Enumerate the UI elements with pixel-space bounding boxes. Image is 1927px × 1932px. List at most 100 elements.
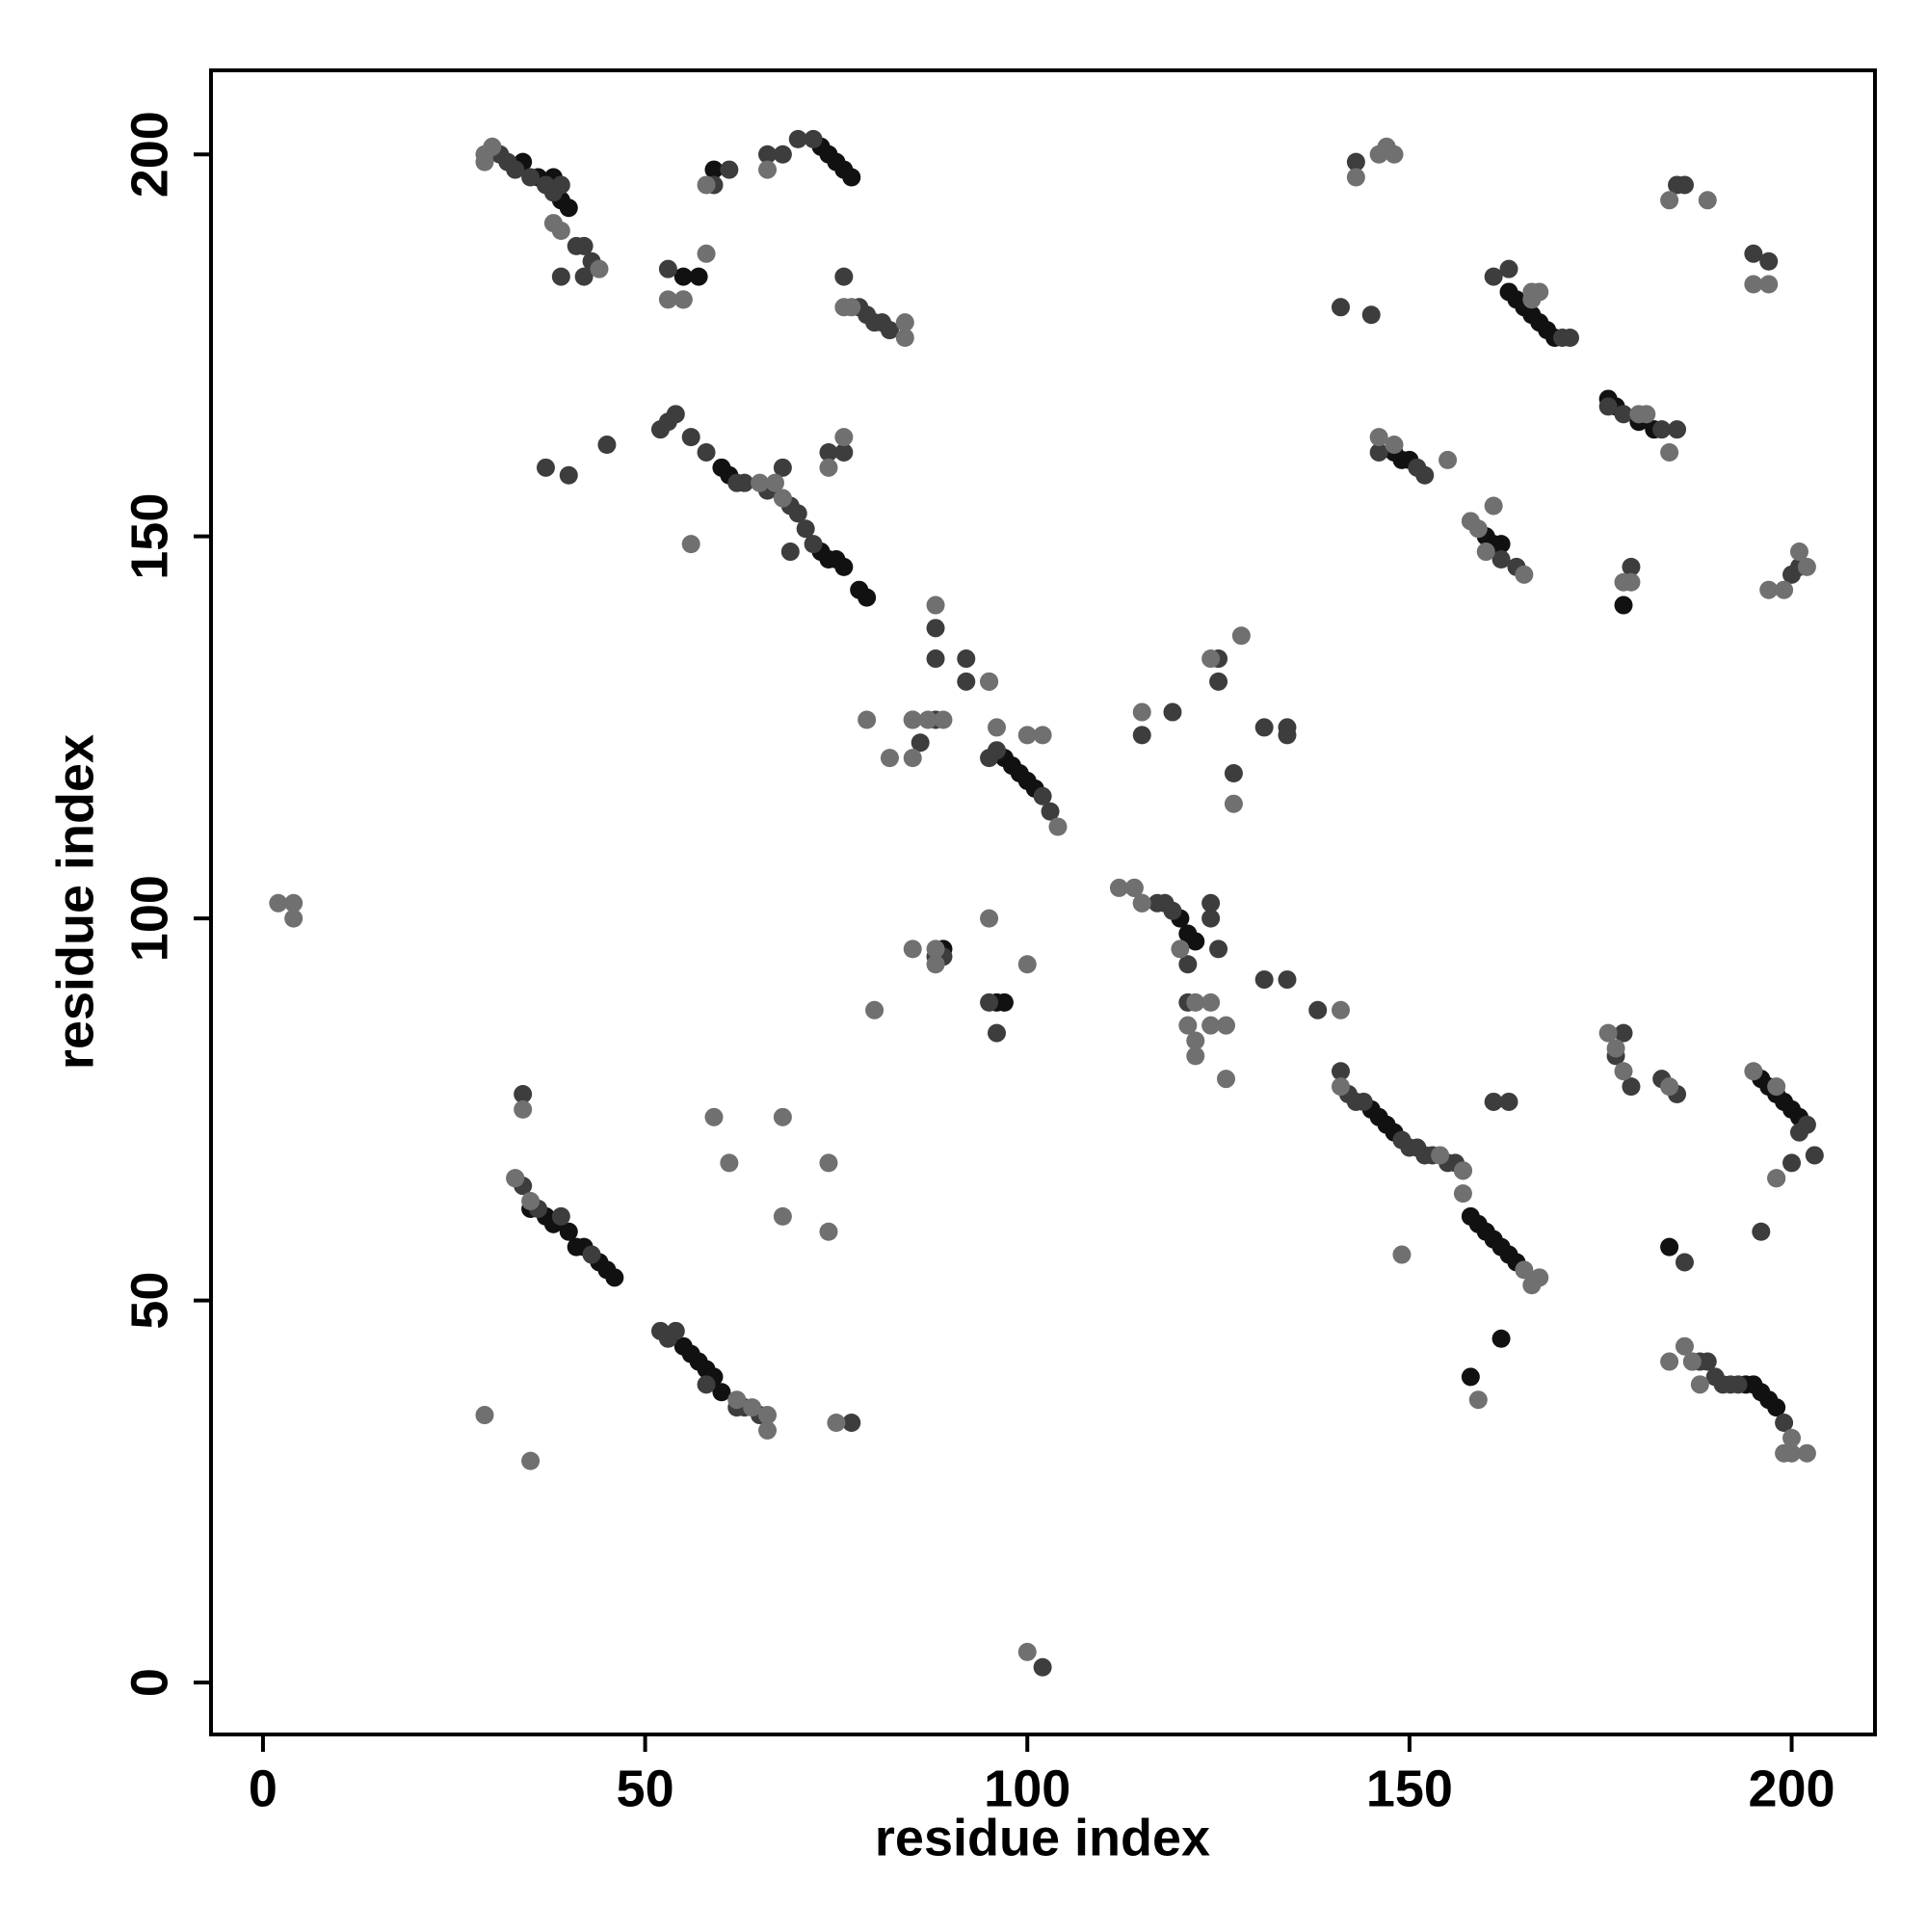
point (1453, 1161, 1472, 1180)
point (895, 329, 914, 348)
point (957, 649, 976, 669)
point (658, 290, 677, 309)
point (804, 129, 823, 148)
point (926, 955, 945, 974)
point (1132, 726, 1151, 745)
point (1132, 702, 1151, 722)
point (1797, 1443, 1816, 1463)
point (1744, 244, 1763, 263)
point (1660, 1077, 1679, 1097)
point (1744, 1062, 1763, 1081)
point (1782, 1153, 1802, 1173)
point (506, 160, 525, 179)
point (1017, 1642, 1037, 1661)
point (758, 160, 778, 179)
point (1201, 992, 1221, 1012)
point (1331, 298, 1350, 317)
point (1468, 1390, 1488, 1410)
point (559, 1222, 578, 1241)
point (1415, 465, 1435, 485)
point (1515, 565, 1534, 584)
point (284, 909, 304, 928)
point (751, 473, 770, 492)
point (1484, 267, 1503, 286)
y-tick-label: 100 (120, 875, 178, 962)
point (1614, 572, 1633, 592)
point (858, 588, 877, 607)
point (819, 1222, 838, 1241)
point (1385, 145, 1404, 164)
point (1698, 1352, 1717, 1371)
point (1369, 442, 1388, 462)
point (988, 741, 1007, 760)
point (720, 160, 739, 179)
point (1484, 1092, 1503, 1111)
point (605, 1268, 624, 1287)
point (819, 1153, 838, 1173)
point (1254, 718, 1274, 737)
point (842, 298, 861, 317)
point (1690, 1375, 1709, 1394)
point (658, 259, 677, 278)
point (1354, 1092, 1373, 1111)
point (1017, 955, 1037, 974)
point (1767, 1169, 1786, 1188)
point (1048, 817, 1068, 836)
point (269, 893, 288, 913)
point (1468, 519, 1488, 539)
point (934, 710, 953, 729)
point (1789, 543, 1808, 562)
point (1453, 1184, 1472, 1204)
point (1186, 1031, 1205, 1050)
point (1201, 893, 1221, 913)
point (1491, 1329, 1511, 1348)
point (1491, 549, 1511, 569)
point (1775, 580, 1794, 599)
point (758, 145, 778, 164)
point (1186, 992, 1205, 1012)
y-tick-label: 0 (120, 1668, 178, 1697)
point (834, 267, 854, 286)
point (880, 749, 899, 768)
point (1759, 580, 1779, 599)
point (1660, 1237, 1679, 1257)
point (284, 893, 304, 913)
point (903, 749, 922, 768)
point (1201, 909, 1221, 928)
point (957, 672, 976, 691)
x-tick-label: 150 (1366, 1760, 1453, 1817)
point (1201, 649, 1221, 669)
point (1331, 1062, 1350, 1081)
x-tick-label: 200 (1748, 1760, 1835, 1817)
point (1132, 893, 1151, 913)
point (903, 710, 922, 729)
point (1515, 1260, 1534, 1280)
point (1789, 1123, 1808, 1142)
point (1385, 436, 1404, 455)
point (551, 175, 570, 195)
point (1361, 305, 1381, 325)
point (1491, 535, 1511, 554)
point (1331, 1077, 1350, 1097)
point (1186, 932, 1205, 951)
point (673, 267, 693, 286)
point (834, 428, 854, 447)
point (597, 436, 617, 455)
point (1767, 1398, 1786, 1417)
point (834, 557, 854, 576)
point (735, 473, 754, 492)
point (780, 543, 800, 562)
point (1782, 1428, 1802, 1447)
point (483, 137, 502, 156)
point (926, 649, 945, 669)
point (697, 175, 716, 195)
point (1675, 1253, 1694, 1272)
y-tick-label: 50 (120, 1272, 178, 1330)
point (727, 1390, 747, 1410)
point (926, 940, 945, 959)
point (1660, 442, 1679, 462)
point (1759, 251, 1779, 271)
point (758, 1406, 778, 1425)
point (880, 321, 899, 340)
